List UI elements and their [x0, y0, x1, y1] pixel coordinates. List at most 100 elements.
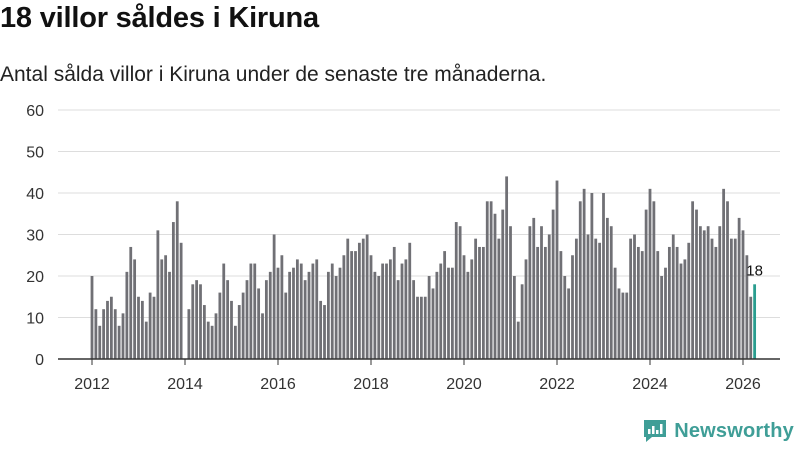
bar [718, 226, 722, 359]
bar [90, 276, 94, 359]
bar [346, 238, 350, 359]
bar [574, 238, 578, 359]
brand-name: Newsworthy [674, 419, 794, 442]
chart-title: 18 villor såldes i Kiruna [0, 2, 319, 34]
bar [551, 209, 555, 359]
bar [416, 296, 419, 359]
bar [555, 180, 559, 359]
axes: 0 10 20 30 40 50 60 18 2012 2014 2016 2018 2020 2022 2… [26, 103, 780, 393]
bar [605, 217, 609, 359]
bar [559, 251, 563, 359]
bar [253, 263, 257, 359]
bar [361, 238, 365, 359]
bar [485, 201, 489, 359]
x-tick-label: 2016 [260, 376, 296, 393]
x-tick-label: 2026 [725, 376, 761, 393]
bar [175, 201, 179, 359]
y-tick-label: 20 [26, 269, 44, 286]
bar [466, 271, 470, 359]
bar [392, 246, 396, 359]
bar [493, 213, 497, 359]
bar [675, 246, 679, 359]
bar [342, 255, 346, 359]
newsworthy-logo: Newsworthy [642, 418, 794, 444]
bar [106, 300, 109, 359]
y-tick-label: 50 [26, 145, 44, 162]
bar [199, 284, 202, 359]
bar [218, 292, 222, 359]
bar [505, 176, 509, 359]
bar [206, 321, 210, 359]
bar [233, 325, 237, 359]
bar [241, 292, 245, 359]
bar [567, 288, 571, 359]
bar [540, 226, 543, 359]
bar [148, 292, 152, 359]
bar [683, 259, 687, 359]
bar [749, 296, 753, 359]
bar [102, 309, 106, 359]
bar [334, 276, 338, 359]
chart-subtitle: Antal sålda villor i Kiruna under de sen… [0, 63, 547, 86]
bar [648, 188, 652, 359]
bar [419, 296, 423, 359]
bar [571, 255, 574, 359]
y-tick-label: 30 [26, 228, 44, 245]
bar [113, 309, 117, 359]
bar [307, 271, 311, 359]
x-tick-label: 2020 [446, 376, 482, 393]
bar [590, 193, 594, 359]
bar [226, 280, 230, 359]
bar [369, 255, 373, 359]
bar [454, 222, 458, 359]
bar [133, 259, 137, 359]
bar [671, 234, 675, 359]
bar [443, 251, 447, 359]
bar [450, 267, 454, 359]
bar [435, 271, 439, 359]
bar [667, 246, 671, 359]
bar [524, 259, 528, 359]
bar [644, 209, 648, 359]
bar [710, 238, 714, 359]
bar [396, 280, 400, 359]
bar [272, 234, 276, 359]
bar [532, 217, 536, 359]
bar [237, 305, 241, 359]
bar [94, 309, 98, 359]
bar [737, 217, 741, 359]
bar [625, 292, 629, 359]
bar [326, 271, 330, 359]
bar [733, 238, 737, 359]
bar [582, 188, 586, 359]
bar [381, 263, 385, 359]
x-tick-label: 2014 [167, 376, 203, 393]
bar [536, 246, 540, 359]
bar [578, 201, 582, 359]
bar [501, 209, 505, 359]
bar [179, 242, 183, 359]
bar [706, 226, 710, 359]
bar [268, 271, 272, 359]
latest-value-label: 18 [746, 262, 763, 279]
bars [90, 176, 757, 359]
bar [315, 259, 319, 359]
bar [412, 280, 416, 359]
bar [478, 246, 481, 359]
y-tick-label: 10 [26, 311, 44, 328]
bar [660, 276, 664, 359]
y-tick-label: 60 [26, 103, 44, 120]
bar [598, 242, 602, 359]
bar [222, 263, 226, 359]
x-tick-label: 2022 [539, 376, 575, 393]
bar [202, 305, 206, 359]
bar [187, 309, 191, 359]
x-tick-label: 2018 [353, 376, 389, 393]
bar [144, 321, 148, 359]
bar [385, 263, 388, 359]
bar [365, 234, 369, 359]
bar [664, 267, 667, 359]
bar [264, 280, 268, 359]
bar [470, 259, 474, 359]
